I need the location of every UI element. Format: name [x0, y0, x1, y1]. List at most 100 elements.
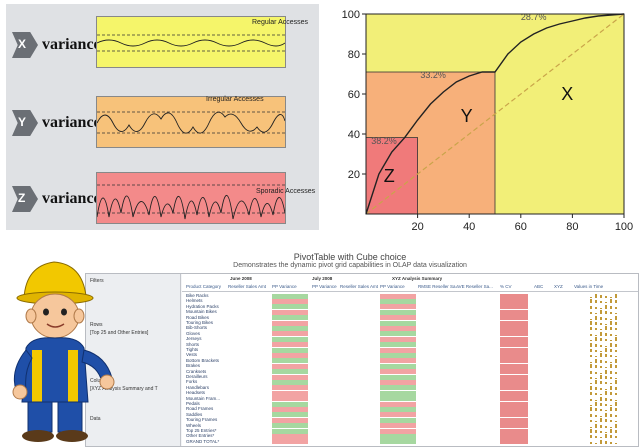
pp-variance-cell: [272, 336, 308, 342]
chevron-y-icon: Y: [12, 110, 38, 136]
cv-cell: [500, 352, 528, 358]
cv-cell: [500, 304, 528, 310]
sparkline-bar: [595, 300, 597, 304]
sparkline-bar: [605, 367, 607, 369]
sparkline-bar: [610, 398, 612, 401]
pp-variance-cell: [380, 293, 416, 299]
sparkline-bar: [600, 329, 602, 331]
sparkline-bar: [595, 380, 597, 385]
variance-label: variance: [42, 190, 101, 207]
sparkline-bar: [595, 337, 597, 342]
sparkline-bar: [615, 423, 617, 428]
sparkline-bar: [605, 404, 607, 406]
pp-variance-cell: [272, 412, 308, 418]
pp-variance-cell: [272, 433, 308, 439]
sparkline-bar: [590, 318, 592, 320]
cv-cell: [500, 347, 528, 353]
region-percent-z: 38.2%: [371, 136, 397, 146]
sparkline-bar: [595, 421, 597, 423]
sparkline-bar: [610, 383, 612, 385]
sparkline-bar: [595, 408, 597, 412]
sparkline-bar: [595, 430, 597, 433]
x-tick-label: 60: [515, 221, 527, 233]
sparkline-bar: [615, 313, 617, 315]
sparkline-bar: [610, 340, 612, 342]
pp-variance-cell: [380, 396, 416, 402]
pp-variance-cell: [272, 352, 308, 358]
cv-cell: [500, 406, 528, 412]
sparkline-bar: [605, 345, 607, 347]
sparkline-bar: [600, 295, 602, 298]
sparkline-bar: [605, 410, 607, 412]
sparkline-bar: [590, 435, 592, 439]
sparkline-bar: [605, 432, 607, 433]
columns-field[interactable]: [XYZ Analysis Summary and T: [90, 386, 158, 392]
row-category: Headsets: [186, 390, 206, 396]
sparkline-bar: [605, 382, 607, 385]
irregular-wave: [97, 111, 285, 134]
column-header: XYZ: [554, 284, 563, 289]
pp-variance-cell: [380, 417, 416, 423]
sparkline-bar: [595, 399, 597, 401]
sparkline-bar: [600, 415, 602, 417]
sparkline-bar: [595, 371, 597, 374]
pp-variance-cell: [380, 401, 416, 407]
variance-row-x: X variance Regular Accesses: [6, 14, 319, 74]
rows-zone[interactable]: Rows: [90, 322, 103, 328]
sparkline-bar: [605, 391, 607, 396]
sparkline-bar: [595, 423, 597, 428]
pp-variance-cell: [380, 374, 416, 380]
pp-variance-cell: [272, 396, 308, 402]
row-category: Other Entries*: [186, 433, 215, 439]
column-group-header: XYZ Analysis Summary: [392, 276, 443, 281]
sparkline-bar: [600, 381, 602, 385]
sparkline-bar: [590, 299, 592, 304]
sparkline-bar: [600, 418, 602, 423]
sparkline-bar: [600, 396, 602, 401]
sparkline-bar: [600, 431, 602, 433]
pp-variance-cell: [272, 417, 308, 423]
sparkline-bar: [615, 356, 617, 358]
sparkline-bar: [605, 412, 607, 417]
sporadic-accesses-annotation: Sporadic Accesses: [256, 188, 316, 195]
row-category: Bike Racks: [186, 293, 209, 298]
row-category: Tights: [186, 347, 199, 352]
pp-variance-cell: [272, 347, 308, 353]
x-tick-label: 80: [566, 221, 578, 233]
sparkline-bar: [610, 349, 612, 352]
variance-panel: X variance Regular Accesses Y variance I…: [6, 4, 319, 230]
sparkline-bar: [610, 305, 612, 309]
sparkline-bar: [590, 383, 592, 385]
sparkline-bar: [610, 407, 612, 412]
sparkline-bar: [605, 369, 607, 374]
x-tick-label: 40: [463, 221, 475, 233]
data-zone[interactable]: Data: [90, 416, 101, 422]
column-header: PP Variance: [312, 284, 337, 289]
pp-variance-cell: [380, 412, 416, 418]
sparkline-bar: [605, 296, 607, 298]
y-tick-label: 80: [348, 49, 360, 61]
sparkline-bar: [605, 397, 607, 401]
row-category: Derailleurs: [186, 374, 208, 379]
sparkline-bar: [605, 348, 607, 352]
row-category: Bottom Brackets: [186, 357, 220, 363]
sparkline-bar: [590, 370, 592, 374]
sparkline-bar: [615, 436, 617, 439]
sparkline-bar: [615, 294, 617, 298]
sparkline-bar: [595, 414, 597, 417]
filters-zone[interactable]: Filters: [90, 278, 104, 284]
pp-variance-cell: [272, 358, 308, 364]
pp-variance-cell: [272, 320, 308, 326]
rows-field[interactable]: [Top 25 and Other Entries]: [90, 330, 149, 336]
column-header: PP Variance: [380, 284, 405, 289]
sparkline-bar: [600, 323, 602, 325]
y-tick-label: 100: [342, 9, 360, 21]
sparkline-bar: [595, 436, 597, 439]
pp-variance-cell: [380, 331, 416, 337]
sparkline-bar: [590, 385, 592, 390]
variance-label: variance: [42, 114, 101, 131]
sparkline-bar: [605, 354, 607, 358]
sparkline-bar: [590, 342, 592, 347]
sparkline-bar: [610, 385, 612, 390]
x-tick-label: 20: [411, 221, 423, 233]
